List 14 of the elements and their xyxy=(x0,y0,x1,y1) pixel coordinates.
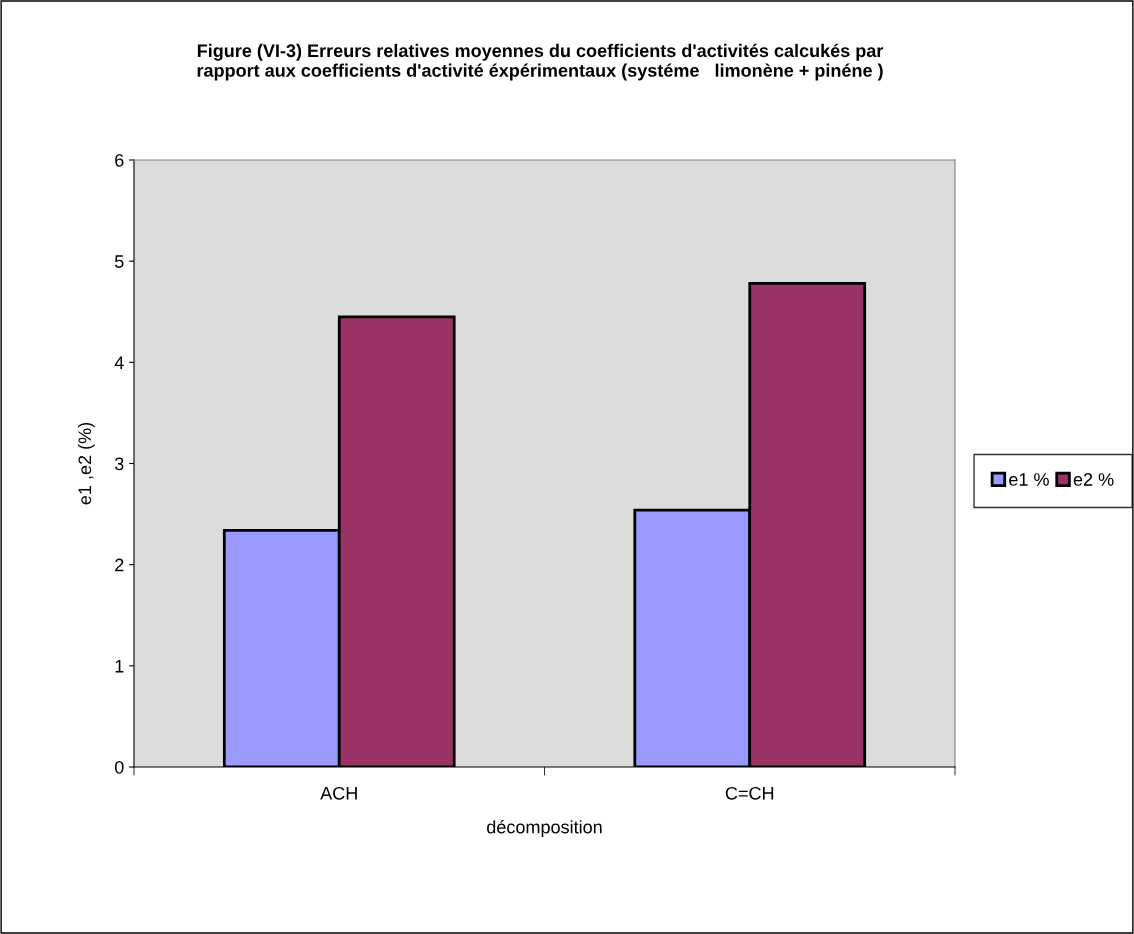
y-tick-label: 6 xyxy=(115,153,124,167)
legend-label: e1 % xyxy=(1009,473,1049,486)
y-tick-label: 1 xyxy=(115,659,124,673)
y-tick-label: 5 xyxy=(114,255,124,268)
x-tick-label: C=CH xyxy=(725,786,774,800)
legend-label: e2 % xyxy=(1073,473,1114,486)
y-tick-label: 4 xyxy=(114,356,124,369)
y-axis-title: e1 ,e2 (%) xyxy=(77,422,95,505)
x-tick-label: ACH xyxy=(320,786,357,800)
y-tick-label: 2 xyxy=(115,558,124,572)
x-axis-title: décomposition xyxy=(487,819,602,837)
chart-title: Figure (VI-3) Erreurs relatives moyennes du coefficients d'activités calcukés par rapport aux coefficients d'activité éxpérimentaux (systéme limonène + pinéne ) xyxy=(197,43,884,81)
y-tick-label: 0 xyxy=(114,760,124,774)
y-tick-label: 3 xyxy=(114,457,124,471)
